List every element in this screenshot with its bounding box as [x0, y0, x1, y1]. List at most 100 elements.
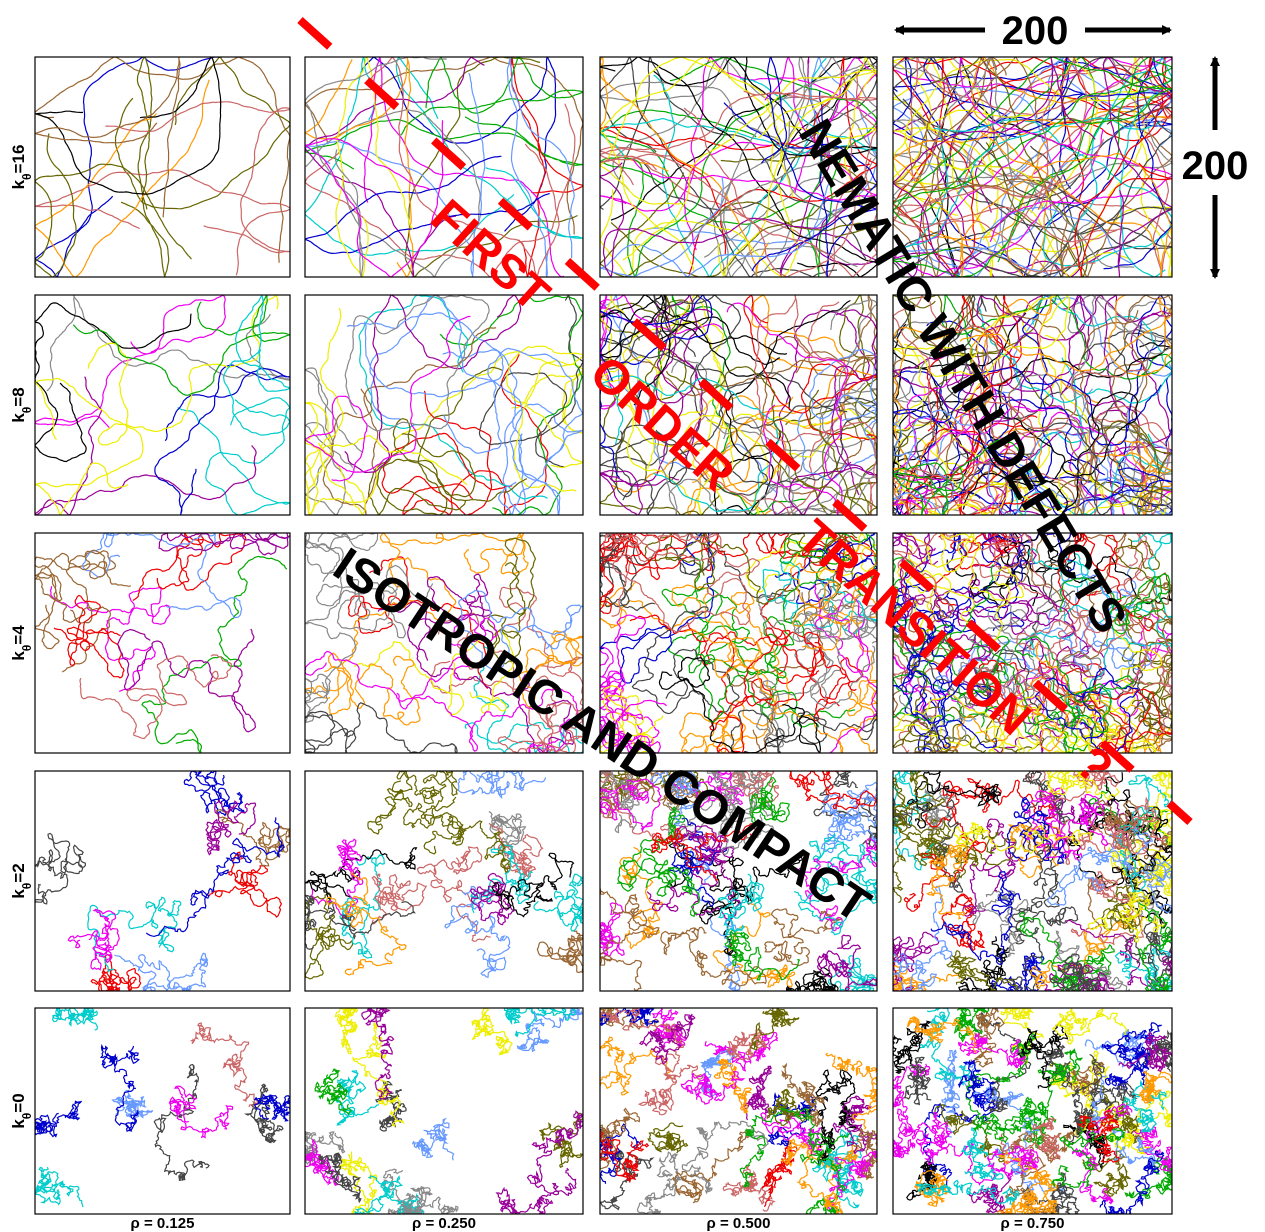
row-label-main: k — [9, 179, 28, 189]
chain — [1026, 629, 1163, 753]
chain — [600, 78, 877, 157]
panel — [600, 57, 877, 277]
chain — [506, 57, 575, 277]
chain — [1017, 911, 1089, 991]
chain — [893, 57, 1083, 277]
chain — [177, 397, 290, 515]
chain — [816, 1068, 853, 1165]
chain — [893, 163, 1125, 277]
chain — [811, 1145, 864, 1209]
chain — [1086, 57, 1172, 277]
chain — [305, 894, 416, 950]
chain — [636, 1151, 685, 1214]
chain — [305, 103, 576, 277]
chain — [973, 1096, 1037, 1144]
chain — [935, 566, 1137, 724]
chain — [669, 57, 877, 277]
panel-frame — [599, 56, 878, 278]
chain — [930, 368, 1150, 515]
chain — [893, 295, 1071, 378]
chain — [536, 929, 583, 974]
chain — [957, 1028, 1027, 1069]
row-label-sub: θ — [20, 645, 34, 652]
panel-frame — [892, 56, 1173, 278]
chain — [853, 1127, 877, 1181]
chain — [930, 871, 1022, 966]
chain — [942, 299, 1053, 515]
chain — [666, 771, 761, 835]
chain — [503, 1008, 577, 1038]
chain — [926, 533, 1025, 642]
panel-frame — [892, 1007, 1173, 1215]
chain — [1035, 667, 1140, 753]
chain — [686, 621, 864, 722]
chain — [600, 374, 779, 512]
panel — [35, 295, 290, 515]
chain — [793, 869, 877, 936]
chain — [996, 1150, 1054, 1214]
panel — [305, 57, 583, 277]
chain — [743, 1065, 772, 1121]
chain — [893, 556, 994, 658]
chain — [1101, 884, 1147, 933]
chain — [612, 57, 877, 229]
chain — [985, 409, 1172, 515]
chain — [893, 771, 957, 867]
chain — [361, 1008, 395, 1100]
chain — [99, 1043, 140, 1132]
chain — [35, 79, 210, 277]
chain — [35, 1166, 84, 1208]
row-label-sub: θ — [20, 1113, 34, 1120]
chain — [719, 63, 877, 277]
row-label: kθ=2 — [9, 863, 34, 898]
chain — [154, 364, 290, 515]
chain — [1037, 1048, 1084, 1124]
chain — [600, 1036, 674, 1096]
chain — [828, 781, 877, 849]
chain — [1008, 906, 1079, 991]
chain — [658, 656, 822, 753]
chain — [959, 295, 1172, 377]
chain — [600, 295, 734, 515]
chain — [893, 103, 1172, 277]
chain — [600, 533, 687, 615]
chain — [698, 648, 820, 728]
chain — [205, 799, 257, 856]
chain — [52, 1008, 99, 1031]
chain — [1016, 1023, 1069, 1089]
chain — [893, 1111, 953, 1159]
row-label: kθ=0 — [9, 1093, 34, 1128]
chain — [1029, 430, 1172, 515]
chain — [893, 57, 1070, 277]
chain — [497, 702, 583, 753]
chain — [369, 57, 560, 277]
chain — [470, 1008, 513, 1056]
chain — [215, 808, 290, 867]
chain — [1115, 774, 1172, 894]
chain — [72, 295, 290, 396]
chain — [374, 1080, 407, 1132]
chain — [724, 929, 801, 981]
chain — [443, 347, 583, 515]
chain — [538, 1112, 583, 1168]
chain — [616, 806, 686, 892]
chain — [35, 57, 222, 277]
chain — [960, 1127, 1004, 1181]
chain — [789, 771, 877, 811]
chain — [305, 307, 468, 515]
chain — [1074, 57, 1172, 277]
chain — [779, 533, 877, 637]
chain — [190, 1022, 259, 1108]
chain — [692, 295, 846, 483]
chain — [495, 1167, 577, 1214]
chain — [893, 295, 1036, 493]
chain — [761, 1145, 798, 1208]
chain — [318, 1152, 363, 1204]
chain — [337, 1151, 378, 1214]
chain — [668, 817, 728, 907]
chain — [53, 594, 125, 679]
chain — [1052, 1008, 1130, 1045]
chain — [346, 312, 561, 515]
chain — [893, 533, 967, 680]
